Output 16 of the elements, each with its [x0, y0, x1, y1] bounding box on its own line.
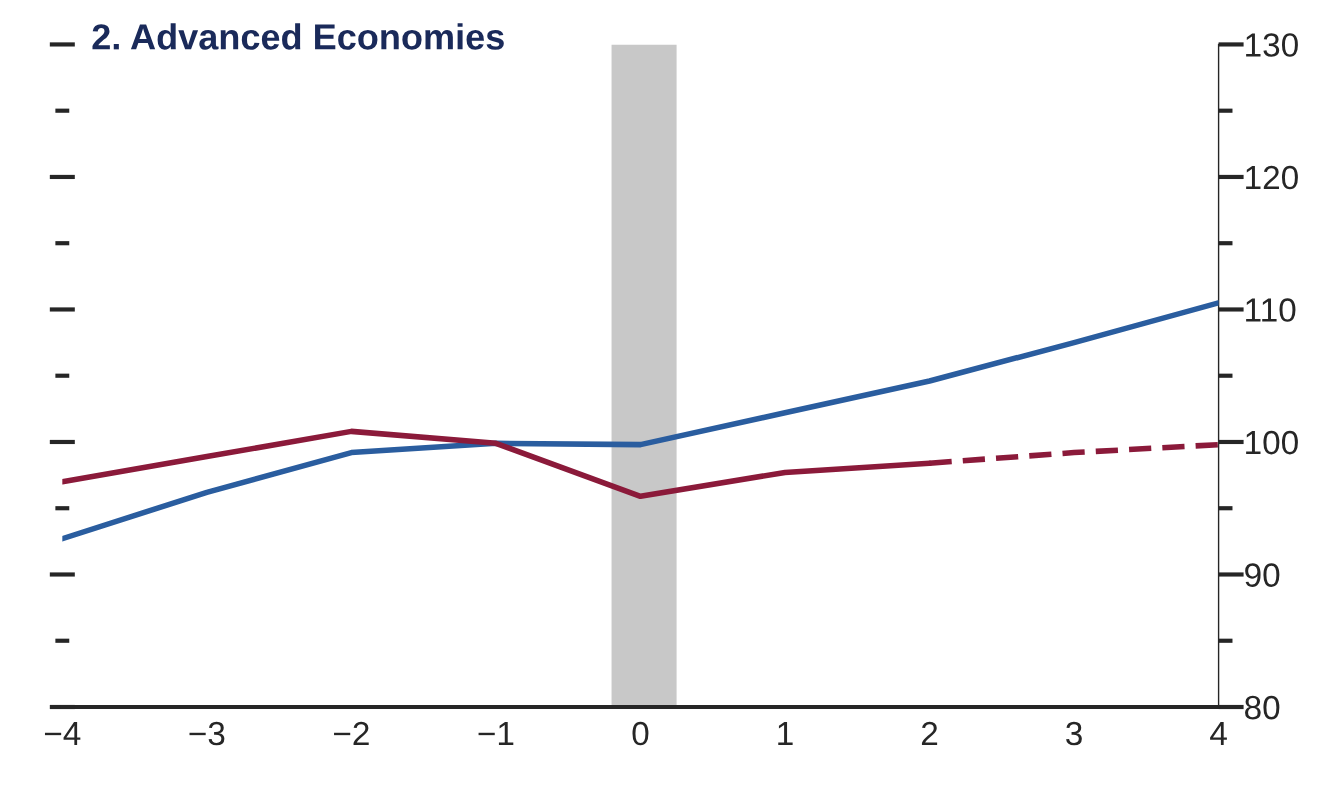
y-tick-label: 90 [1245, 563, 1280, 587]
chart-title: 2. Advanced Economies [92, 23, 504, 50]
x-tick-label: −1 [478, 722, 514, 746]
y-tick-label: 80 [1245, 695, 1280, 720]
x-tick-label: −4 [44, 722, 81, 746]
x-tick-label: 3 [1066, 721, 1082, 746]
x-tick-label: −3 [189, 721, 225, 746]
x-tick-label: 0 [632, 721, 649, 746]
y-tick-label: 110 [1246, 298, 1296, 322]
x-tick-label: −2 [334, 721, 369, 746]
x-tick-label: 2 [921, 721, 938, 746]
y-tick-label: 100 [1246, 430, 1298, 455]
y-tick-label: 130 [1246, 33, 1298, 57]
y-tick-label: 120 [1246, 165, 1298, 190]
x-tick-label: 1 [778, 722, 793, 746]
x-tick-label: 4 [1210, 722, 1227, 746]
